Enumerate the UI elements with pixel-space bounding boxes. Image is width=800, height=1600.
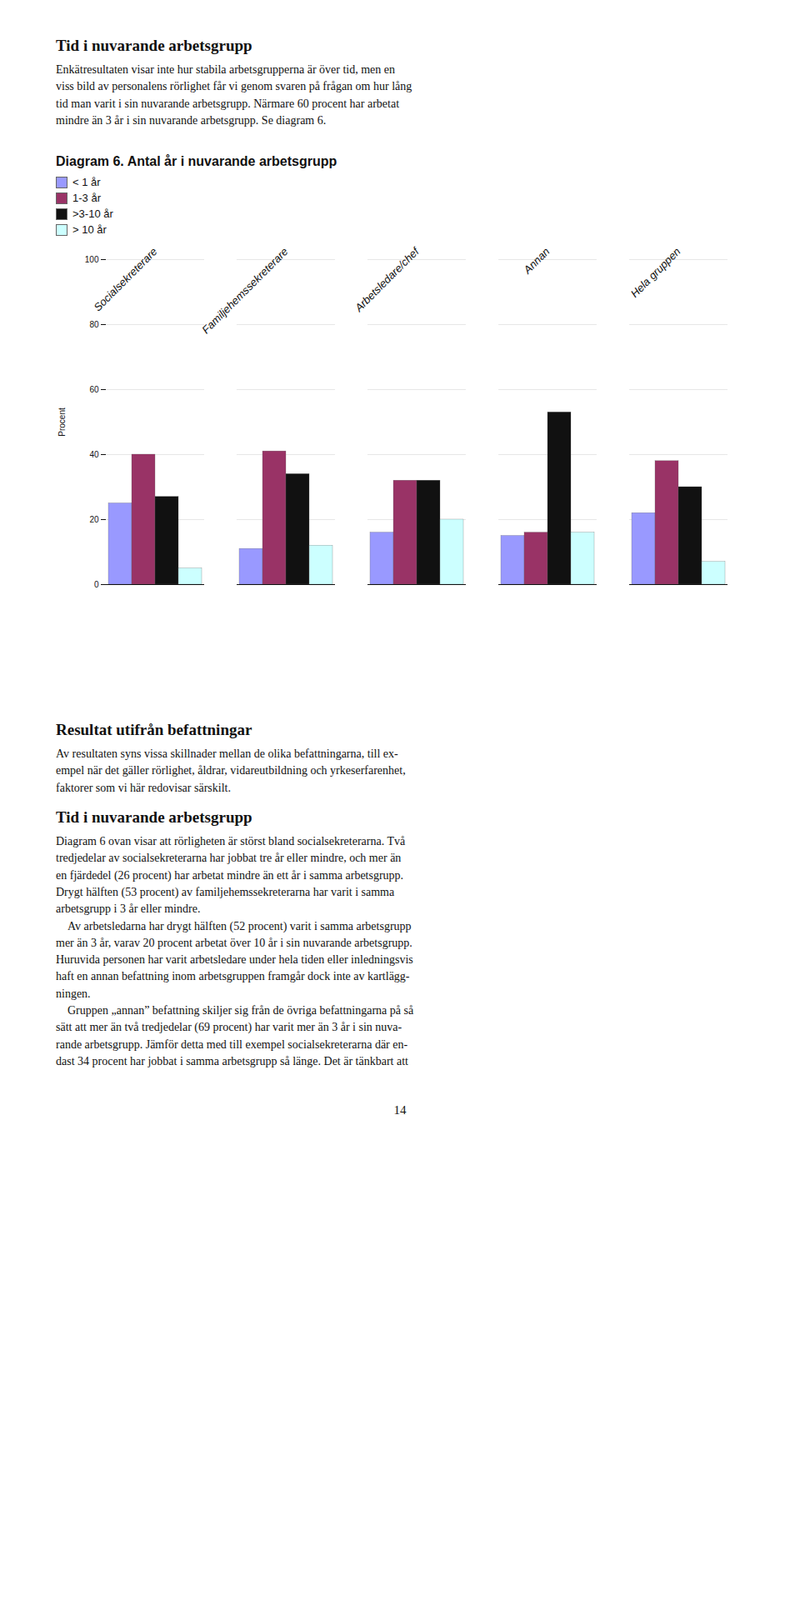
svg-text:80: 80: [89, 320, 100, 330]
svg-text:40: 40: [89, 450, 100, 460]
html-text:Av resultaten syns vissa skill: Av resultaten syns vissa skillnader mell…: [55, 747, 406, 794]
svg-text:20: 20: [89, 515, 100, 525]
html-text:1-3 år: 1-3 år: [72, 191, 101, 205]
html-text:< 1 år: < 1 år: [72, 176, 101, 189]
svg-text:0: 0: [94, 580, 100, 590]
svg-text:Familjehemssekreterare: Familjehemssekreterare: [199, 245, 290, 336]
html-text:Tid i nuvarande arbetsgrupp: Tid i nuvarande arbetsgrupp: [55, 808, 253, 826]
svg-text:Hela gruppen: Hela gruppen: [628, 245, 684, 300]
svg-text:60: 60: [89, 385, 100, 395]
html-text:Resultat utifrån befattningar: Resultat utifrån befattningar: [55, 721, 252, 739]
html-text:Diagram 6. Antal år i nuvarand: Diagram 6. Antal år i nuvarande arbetsgr…: [55, 154, 337, 169]
html-text:Enkätresultaten visar inte hur: Enkätresultaten visar inte hur stabila a…: [55, 63, 412, 127]
html-text:> 10 år: > 10 år: [72, 223, 107, 236]
svg-text:Arbetsledare/chef: Arbetsledare/chef: [351, 244, 422, 315]
svg-text:Socialsekreterare: Socialsekreterare: [90, 245, 160, 314]
html-text:Diagram 6 ovan visar att rörli: Diagram 6 ovan visar att rörligheten är …: [55, 835, 414, 1068]
html-text:Tid i nuvarande arbetsgrupp: Tid i nuvarande arbetsgrupp: [55, 36, 253, 55]
html-text:14: 14: [393, 1103, 407, 1117]
svg-text:Procent: Procent: [57, 407, 67, 437]
html-text:>3-10 år: >3-10 år: [72, 207, 114, 221]
svg-text:100: 100: [85, 255, 100, 265]
svg-text:Annan: Annan: [520, 245, 553, 277]
